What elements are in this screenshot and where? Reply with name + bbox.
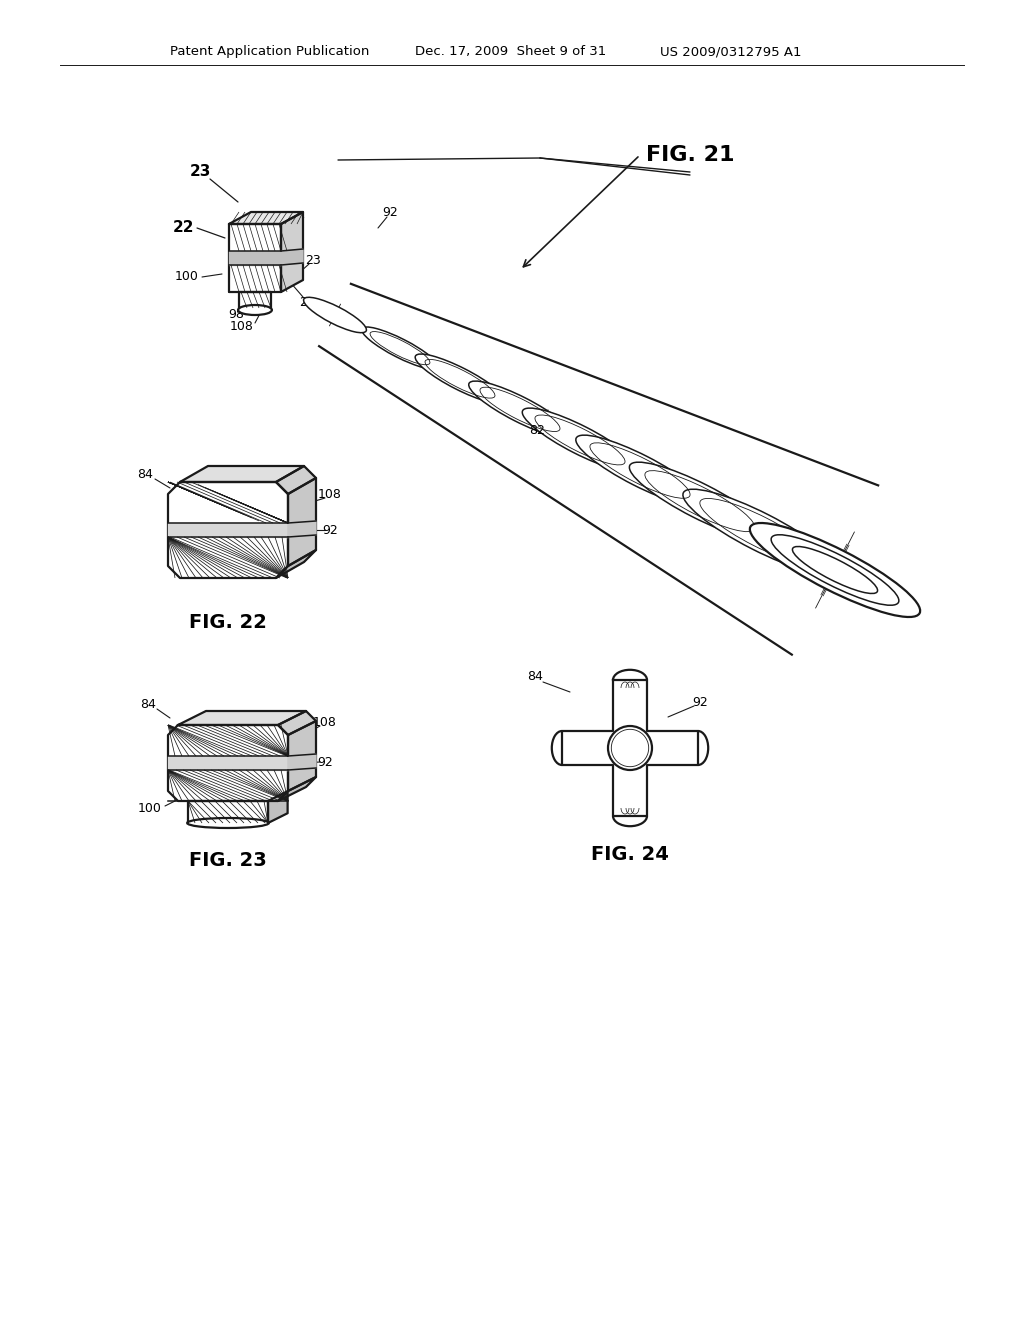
- Polygon shape: [268, 791, 288, 822]
- Text: FIG. 23: FIG. 23: [189, 851, 267, 870]
- Text: 84: 84: [137, 469, 153, 482]
- Polygon shape: [288, 521, 316, 537]
- Polygon shape: [168, 725, 288, 801]
- Polygon shape: [168, 756, 288, 770]
- Ellipse shape: [239, 305, 272, 315]
- Polygon shape: [229, 251, 281, 265]
- Polygon shape: [281, 249, 303, 265]
- Polygon shape: [276, 466, 316, 494]
- Ellipse shape: [361, 327, 438, 370]
- Text: 92: 92: [692, 696, 708, 709]
- Text: 82: 82: [529, 424, 545, 437]
- Ellipse shape: [630, 462, 771, 540]
- Ellipse shape: [522, 408, 638, 471]
- Text: 23: 23: [305, 253, 321, 267]
- Polygon shape: [288, 721, 316, 791]
- Text: 84: 84: [140, 698, 156, 711]
- Text: 108: 108: [313, 715, 337, 729]
- Ellipse shape: [187, 818, 268, 828]
- Polygon shape: [281, 213, 303, 292]
- Polygon shape: [229, 224, 281, 292]
- Text: 108: 108: [318, 487, 342, 500]
- Text: 22: 22: [172, 220, 194, 235]
- Ellipse shape: [793, 546, 878, 594]
- Text: 22: 22: [299, 297, 314, 309]
- Circle shape: [608, 726, 652, 770]
- Text: 92: 92: [323, 524, 338, 536]
- Text: Patent Application Publication: Patent Application Publication: [170, 45, 370, 58]
- Ellipse shape: [303, 297, 367, 333]
- Polygon shape: [288, 478, 316, 566]
- Polygon shape: [278, 777, 316, 801]
- Ellipse shape: [469, 381, 571, 438]
- Text: 108: 108: [230, 321, 254, 334]
- Polygon shape: [278, 711, 316, 735]
- Ellipse shape: [750, 523, 921, 616]
- Text: 94: 94: [289, 210, 305, 223]
- Text: 92: 92: [317, 755, 333, 768]
- Text: 98: 98: [250, 808, 266, 821]
- Ellipse shape: [771, 535, 899, 606]
- Polygon shape: [180, 466, 304, 482]
- Polygon shape: [178, 711, 306, 725]
- Polygon shape: [168, 523, 288, 537]
- Text: FIG. 21: FIG. 21: [646, 145, 734, 165]
- Ellipse shape: [415, 354, 505, 404]
- Polygon shape: [288, 754, 316, 770]
- Text: 84: 84: [527, 671, 543, 684]
- Text: Dec. 17, 2009  Sheet 9 of 31: Dec. 17, 2009 Sheet 9 of 31: [415, 45, 606, 58]
- Polygon shape: [229, 213, 303, 224]
- Polygon shape: [168, 482, 288, 578]
- Polygon shape: [562, 680, 698, 816]
- Text: US 2009/0312795 A1: US 2009/0312795 A1: [660, 45, 802, 58]
- Polygon shape: [276, 550, 316, 578]
- Text: 100: 100: [175, 271, 199, 284]
- Text: 92: 92: [382, 206, 398, 219]
- Text: 23: 23: [189, 165, 211, 180]
- Text: FIG. 24: FIG. 24: [591, 846, 669, 865]
- Text: FIG. 22: FIG. 22: [189, 614, 267, 632]
- Text: 100: 100: [138, 801, 162, 814]
- Text: 98: 98: [228, 309, 244, 322]
- Ellipse shape: [575, 436, 705, 506]
- Ellipse shape: [683, 490, 837, 574]
- Polygon shape: [239, 292, 271, 310]
- Polygon shape: [188, 801, 268, 822]
- Text: 94: 94: [251, 469, 267, 482]
- Polygon shape: [168, 482, 288, 523]
